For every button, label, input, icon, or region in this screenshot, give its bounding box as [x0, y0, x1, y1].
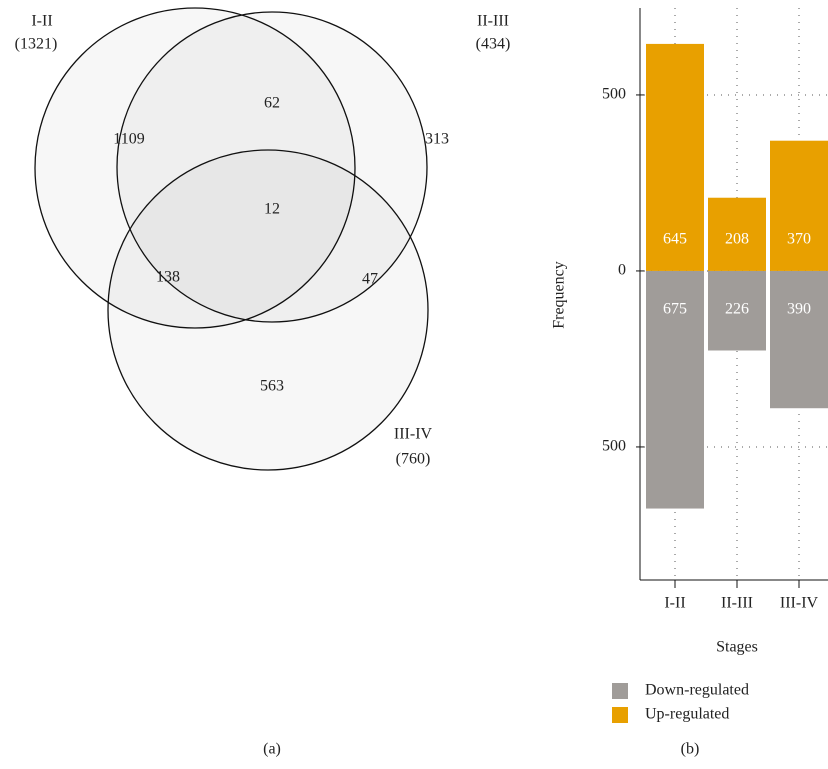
- y-tick-label: 0: [618, 262, 626, 279]
- set-name: III-IV: [394, 426, 433, 443]
- set-circle: [107, 149, 429, 471]
- bar: [770, 140, 828, 271]
- caption: (a): [263, 741, 281, 758]
- region-count: 1109: [113, 131, 144, 148]
- x-tick-label: II-III: [721, 595, 753, 612]
- region-count: 563: [260, 378, 284, 395]
- region-count: 12: [264, 201, 280, 218]
- value-label: 675: [663, 301, 687, 318]
- y-tick-label: 500: [602, 438, 626, 455]
- legend-label: Down-regulated: [645, 682, 749, 699]
- x-tick-label: III-IV: [780, 595, 819, 612]
- caption: (b): [681, 741, 700, 758]
- y-tick-label: 500: [602, 86, 626, 103]
- value-label: 226: [725, 301, 749, 318]
- bar: [646, 270, 704, 509]
- legend-swatch: [612, 707, 628, 723]
- set-circle: [116, 11, 428, 323]
- region-count: 138: [156, 269, 180, 286]
- set-size: (434): [476, 36, 511, 53]
- bar: [708, 270, 766, 351]
- value-label: 208: [725, 231, 749, 248]
- bar: [770, 270, 828, 409]
- set-circle: [34, 7, 356, 329]
- x-tick-label: I-II: [664, 595, 685, 612]
- region-count: 313: [425, 131, 449, 148]
- value-label: 370: [787, 231, 811, 248]
- value-label: 645: [663, 231, 687, 248]
- set-size: (760): [396, 451, 431, 468]
- x-axis-label: Stages: [716, 639, 758, 656]
- bar: [708, 197, 766, 271]
- value-label: 390: [787, 301, 811, 318]
- region-count: 62: [264, 95, 280, 112]
- region-count: 47: [362, 271, 378, 288]
- set-name: I-II: [31, 13, 52, 30]
- set-size: (1321): [15, 36, 58, 53]
- set-name: II-III: [477, 13, 509, 30]
- legend-swatch: [612, 683, 628, 699]
- legend-label: Up-regulated: [645, 706, 729, 723]
- y-axis-label: Frequency: [551, 261, 568, 329]
- bar: [646, 43, 704, 271]
